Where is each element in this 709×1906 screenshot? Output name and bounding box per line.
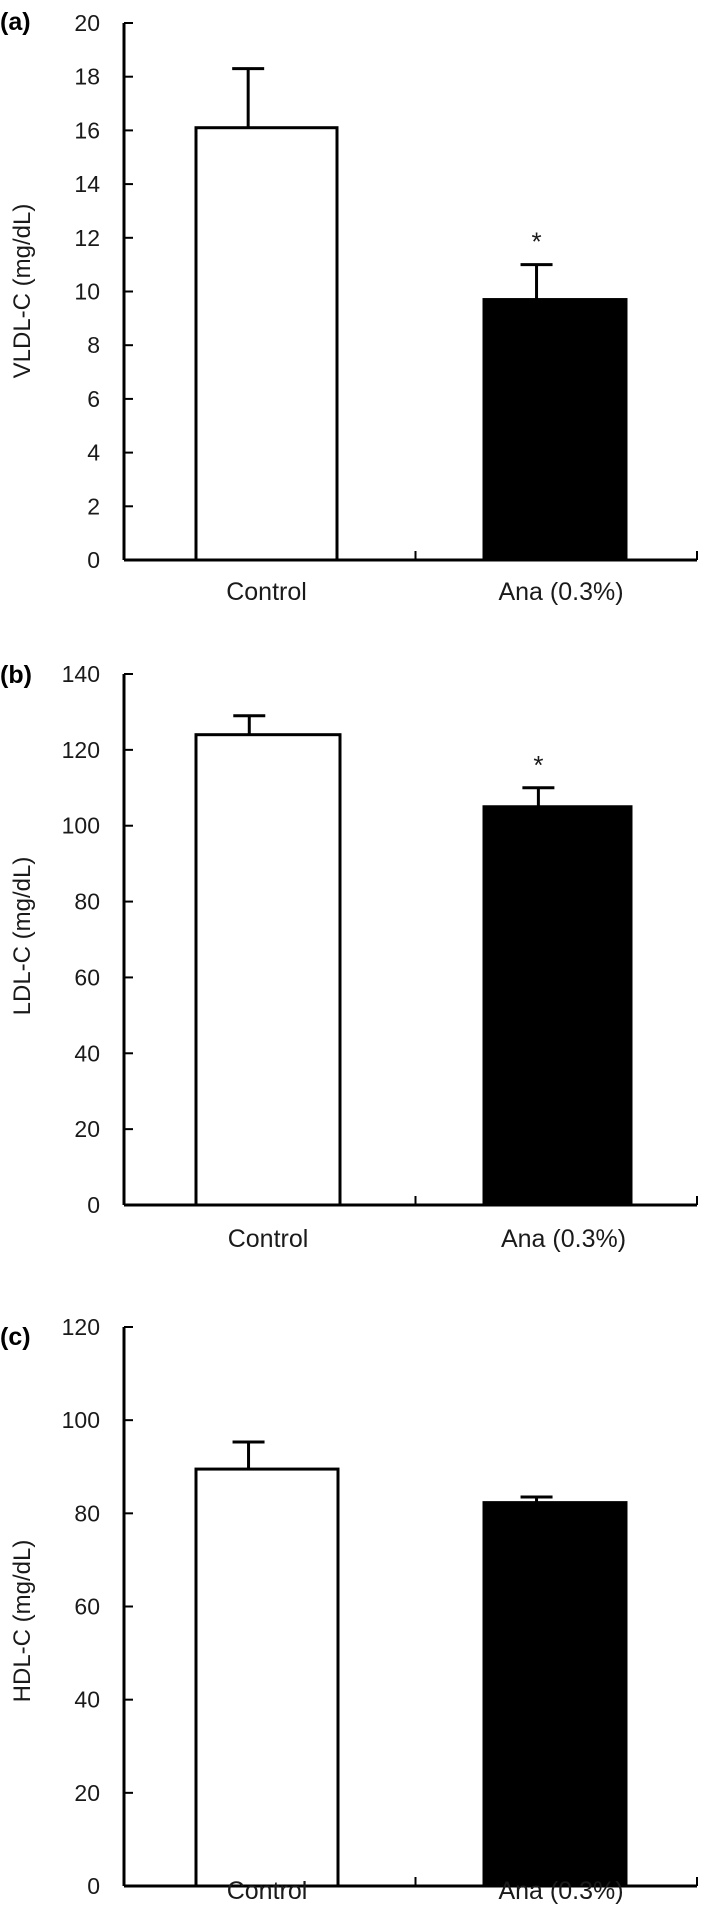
panel-a: (a) VLDL-C (mg/dL) 0 2 4 6 8 10 12 14 16 18 20 Cont… xyxy=(0,8,698,606)
panel-c-y-tick-label: 40 xyxy=(74,1687,100,1713)
panel-b-significance-marker: * xyxy=(533,750,543,780)
panel-b-bar-control xyxy=(194,733,342,1207)
panel-b-y-tick-label: 20 xyxy=(74,1116,100,1142)
panel-a-y-tick-label: 20 xyxy=(74,10,100,36)
panel-b-y-tick-label: 80 xyxy=(74,889,100,915)
panel-a-bar-control xyxy=(194,126,339,562)
panel-b-category-label: Control xyxy=(228,1225,309,1253)
panel-b: (b) LDL-C (mg/dL) 0 20 40 60 80 100 120 140 Cont… xyxy=(0,661,698,1253)
panel-a-bar-ana xyxy=(482,298,628,562)
panel-b-y-tick-label: 60 xyxy=(74,964,100,990)
panel-a-label: (a) xyxy=(0,8,31,36)
panel-b-bar-ana xyxy=(482,805,633,1207)
panel-a-y-tick-label: 10 xyxy=(74,279,100,305)
panel-c: (c) HDL-C (mg/dL) 0 20 40 60 80 100 120 Control… xyxy=(0,1314,698,1905)
panel-a-y-tick-label: 18 xyxy=(74,64,100,90)
panel-b-plot: 0 20 40 60 80 100 120 140 Control * Ana (0.3%) xyxy=(62,661,698,1253)
panel-c-y-tick-label: 100 xyxy=(62,1407,100,1433)
panel-b-category-label: Ana (0.3%) xyxy=(501,1225,626,1253)
panel-c-y-tick-label: 80 xyxy=(74,1500,100,1526)
panel-c-y-tick-label: 0 xyxy=(87,1873,100,1899)
panel-b-y-tick-label: 0 xyxy=(87,1192,100,1218)
panel-b-y-tick-label: 100 xyxy=(62,813,100,839)
panel-c-y-tick-label: 20 xyxy=(74,1780,100,1806)
panel-a-y-tick-label: 14 xyxy=(74,171,100,197)
panel-a-plot: 0 2 4 6 8 10 12 14 16 18 20 Control * Ana (0.3%) xyxy=(74,10,698,606)
panel-a-y-axis-title: VLDL-C (mg/dL) xyxy=(9,204,36,379)
panel-c-y-tick-label: 60 xyxy=(74,1594,100,1620)
panel-a-y-tick-label: 16 xyxy=(74,117,100,143)
panel-c-category-label: Control xyxy=(227,1877,308,1905)
panel-a-y-tick-label: 8 xyxy=(87,332,100,358)
panel-c-plot: 0 20 40 60 80 100 120 Control Ana (0.3%) xyxy=(62,1314,698,1905)
panel-b-y-tick-label: 120 xyxy=(62,737,100,763)
panel-c-y-tick-label: 120 xyxy=(62,1314,100,1340)
panel-a-y-tick-label: 12 xyxy=(74,225,100,251)
panel-b-label: (b) xyxy=(0,661,32,689)
panel-c-bar-ana xyxy=(482,1501,628,1888)
panel-a-y-tick-label: 4 xyxy=(87,440,100,466)
panel-a-significance-marker: * xyxy=(531,227,541,257)
panel-c-y-axis-title: HDL-C (mg/dL) xyxy=(9,1540,36,1703)
panel-b-y-axis-title: LDL-C (mg/dL) xyxy=(9,857,36,1016)
panel-b-y-tick-label: 40 xyxy=(74,1040,100,1066)
panel-a-category-label: Ana (0.3%) xyxy=(498,578,623,606)
panel-c-bar-control xyxy=(194,1467,340,1888)
panel-a-y-tick-label: 2 xyxy=(87,493,100,519)
panel-c-category-label: Ana (0.3%) xyxy=(498,1877,623,1905)
panel-b-y-tick-label: 140 xyxy=(62,661,100,687)
panel-a-y-tick-label: 0 xyxy=(87,547,100,573)
panel-a-category-label: Control xyxy=(226,578,307,606)
panel-c-label: (c) xyxy=(0,1323,31,1351)
panel-a-y-tick-label: 6 xyxy=(87,386,100,412)
